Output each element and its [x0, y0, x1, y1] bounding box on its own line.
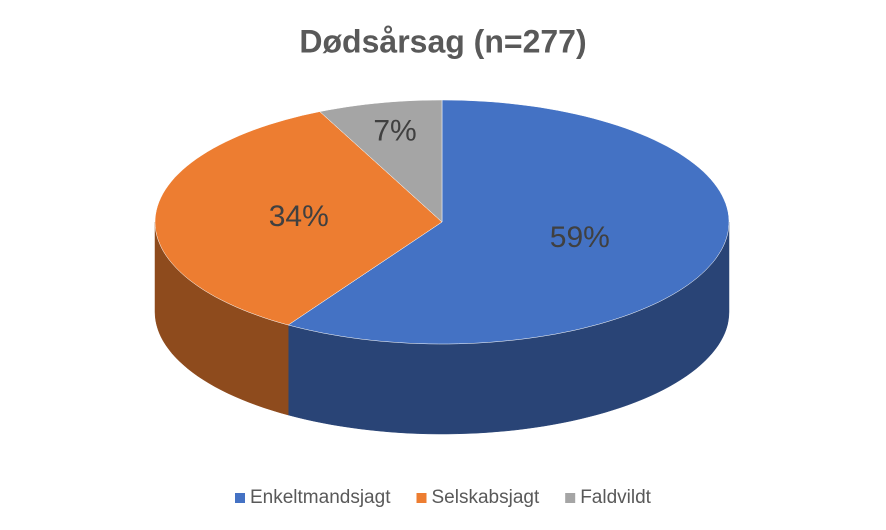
legend-item: Selskabsjagt — [416, 487, 540, 508]
legend-item: Faldvildt — [565, 487, 652, 508]
legend-item: Enkeltmandsjagt — [235, 487, 391, 508]
data-label: 34% — [269, 200, 329, 233]
legend-swatch — [235, 493, 245, 503]
data-label: 7% — [373, 115, 416, 148]
slice — [319, 99, 443, 223]
legend-label: Selskabsjagt — [432, 487, 540, 508]
legend-label: Faldvildt — [580, 487, 651, 508]
legend: Enkeltmandsjagt Selskabsjagt Faldvildt — [235, 487, 652, 508]
pie: 59% 34% 7% — [154, 99, 730, 435]
slice — [287, 99, 730, 345]
data-label: 59% — [550, 221, 610, 254]
legend-label: Enkeltmandsjagt — [250, 487, 391, 508]
slice — [154, 111, 443, 326]
legend-swatch — [565, 493, 576, 503]
chart-title: Dødsårsag (n=277) — [299, 23, 586, 59]
legend-swatch — [416, 493, 427, 503]
